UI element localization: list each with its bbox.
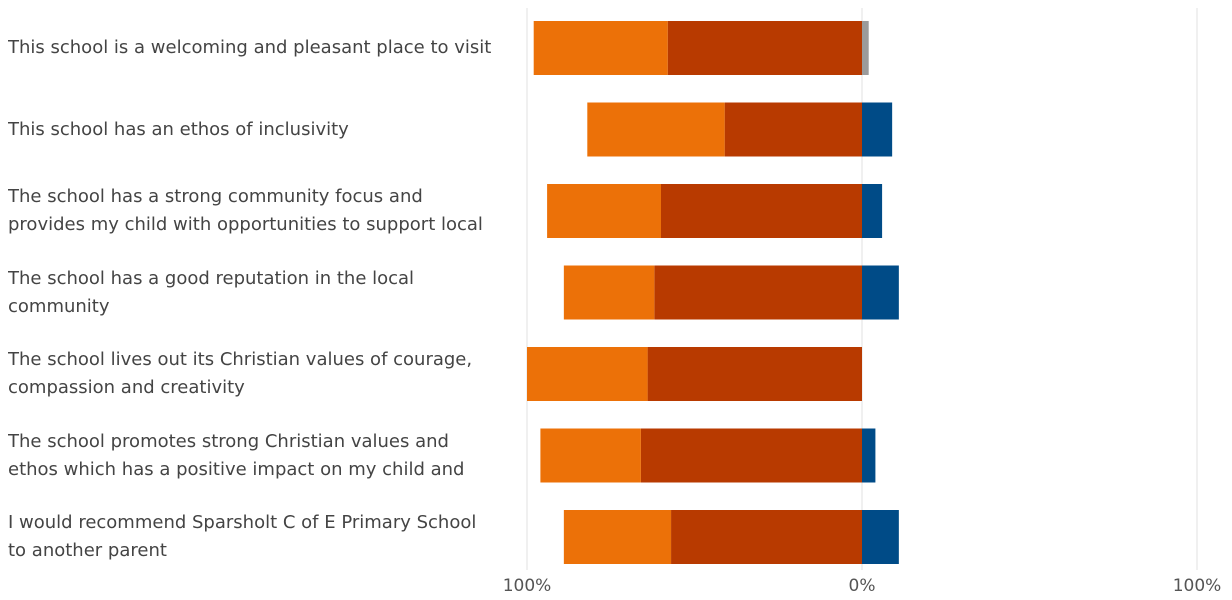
- bar-segment-0-2: [862, 21, 869, 75]
- bar-segment-0-1: [533, 21, 668, 75]
- tick-label-1: 0%: [849, 576, 876, 596]
- bar-segment-0-0: [667, 21, 862, 75]
- bar-segment-6-0: [671, 510, 862, 564]
- bar-segment-1-1: [587, 102, 725, 157]
- bar-segment-4-0: [647, 347, 862, 401]
- x-axis-ticks: 100% 0% 100%: [503, 576, 1222, 596]
- bar-segment-1-3: [862, 102, 893, 157]
- bar-segment-1-0: [724, 102, 862, 157]
- bar-segment-3-3: [862, 265, 899, 320]
- tick-label-2: 100%: [1173, 576, 1222, 596]
- bar-segment-6-3: [862, 510, 899, 564]
- bar-segment-2-1: [547, 184, 661, 238]
- bar-segment-2-3: [862, 184, 883, 238]
- bar-segment-3-0: [654, 265, 862, 320]
- bar-segment-2-0: [661, 184, 862, 238]
- bar-segment-3-1: [563, 265, 655, 320]
- tick-label-0: 100%: [503, 576, 552, 596]
- bar-segment-4-1: [527, 347, 648, 401]
- bar-segment-5-0: [640, 428, 862, 483]
- bar-segment-6-1: [563, 510, 672, 564]
- bars: [527, 21, 899, 564]
- bar-segment-5-1: [540, 428, 641, 483]
- bar-segment-5-3: [862, 428, 876, 483]
